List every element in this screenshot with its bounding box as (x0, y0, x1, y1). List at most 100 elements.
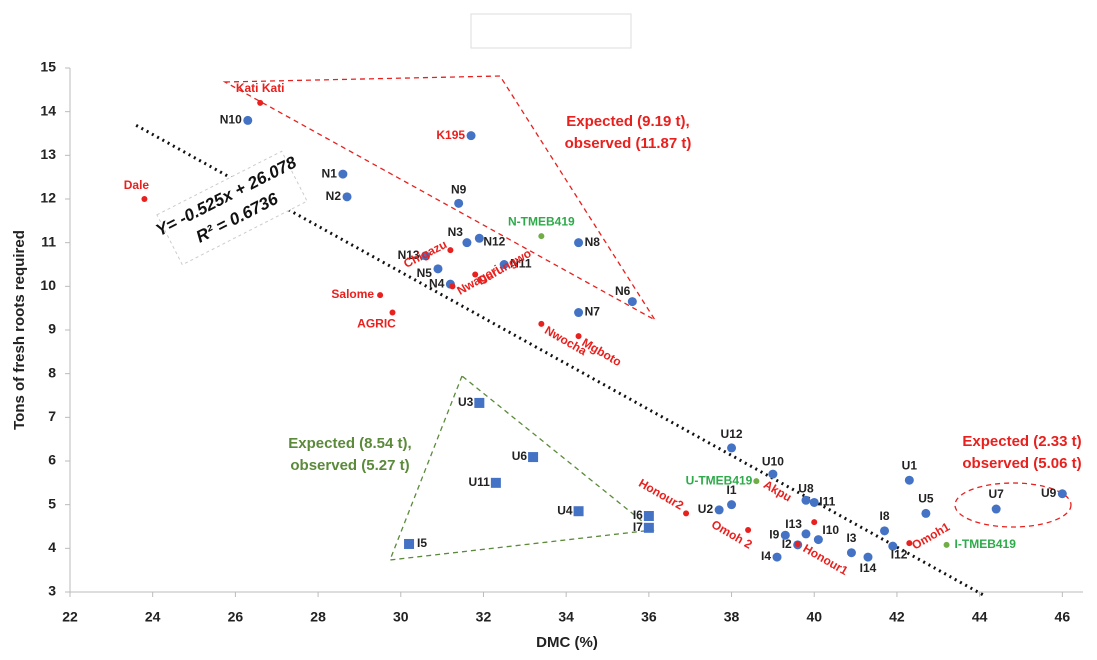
y-tick-label: 5 (48, 495, 56, 511)
point-label: N11 (510, 257, 532, 271)
x-tick-label: 30 (393, 609, 409, 625)
point (809, 497, 819, 507)
point-label: I2 (782, 537, 792, 551)
x-tick-label: 22 (62, 609, 78, 625)
point (421, 251, 431, 261)
point (454, 198, 464, 208)
point-label: U11 (469, 475, 491, 489)
annotation: observed (5.06 t) (962, 455, 1081, 472)
annotation: Expected (9.19 t), (566, 113, 689, 130)
point (1057, 489, 1067, 499)
point-label: Kati Kati (236, 81, 285, 95)
y-tick-label: 4 (48, 539, 56, 555)
point (499, 260, 509, 269)
point-label: N1 (322, 166, 338, 180)
point (906, 540, 913, 547)
x-tick-label: 34 (558, 609, 574, 625)
point-label: U8 (798, 481, 814, 495)
point (813, 535, 823, 545)
point-label: U9 (1041, 486, 1057, 500)
point-label: I-TMEB419 (955, 537, 1017, 551)
point (991, 504, 1001, 514)
point-label: I7 (633, 520, 643, 534)
point (490, 477, 501, 488)
point (575, 333, 582, 340)
point-label: Dale (124, 178, 150, 192)
point-label: N6 (615, 284, 631, 298)
x-tick-label: 32 (476, 609, 492, 625)
point-label: I1 (727, 483, 737, 497)
point (904, 475, 914, 485)
point-label: U5 (918, 492, 934, 506)
y-tick-label: 10 (40, 277, 56, 293)
point (811, 519, 818, 526)
point-label: I3 (846, 531, 856, 545)
point-label: N-TMEB419 (508, 214, 575, 228)
point-label: I5 (417, 536, 427, 550)
point-label: U4 (557, 503, 573, 517)
point-label: K195 (436, 128, 465, 142)
y-tick-label: 3 (48, 583, 56, 599)
point-label: I11 (819, 495, 835, 509)
point-label: U10 (762, 454, 784, 468)
y-tick-label: 8 (48, 364, 56, 380)
annotation: Expected (8.54 t), (288, 435, 411, 452)
x-tick-label: 46 (1055, 609, 1071, 625)
point-label: Honour2 (636, 476, 686, 513)
point (880, 526, 890, 536)
point (727, 500, 737, 510)
point (627, 297, 637, 307)
point (433, 264, 443, 274)
point (462, 238, 472, 248)
point (257, 99, 264, 106)
point (528, 452, 539, 463)
x-tick-label: 26 (228, 609, 244, 625)
point (447, 247, 454, 254)
point-label: U-TMEB419 (686, 473, 753, 487)
point (683, 510, 690, 517)
point (141, 196, 148, 202)
y-tick-label: 14 (40, 102, 56, 118)
region-triangle (389, 374, 655, 561)
point (780, 530, 790, 540)
point (801, 495, 811, 505)
x-tick-label: 38 (724, 609, 740, 625)
point-label: U6 (512, 449, 528, 463)
y-axis-title: Tons of fresh roots required (11, 230, 28, 430)
x-tick-label: 36 (641, 609, 657, 625)
point-label: U3 (458, 395, 474, 409)
point-label: I4 (761, 549, 771, 563)
y-tick-label: 15 (40, 59, 56, 75)
point-label: I10 (822, 523, 839, 537)
point-label: U7 (988, 487, 1004, 501)
point (921, 508, 931, 518)
annotation: observed (5.27 t) (290, 457, 409, 474)
point-label: N3 (448, 225, 464, 239)
point (338, 169, 348, 179)
point (538, 320, 545, 327)
point-label: Omoh 2 (709, 517, 755, 552)
point-label: N13 (398, 248, 420, 262)
y-tick-label: 13 (40, 146, 56, 162)
x-tick-label: 42 (889, 609, 905, 625)
point (389, 309, 396, 316)
annotation: Expected (2.33 t) (962, 433, 1081, 450)
x-tick-label: 44 (972, 609, 988, 625)
point-label: I6 (633, 508, 643, 522)
point (643, 522, 654, 533)
point-label: AGRIC (357, 317, 396, 331)
region-triangle (222, 75, 656, 321)
point (377, 292, 384, 299)
point-label: N8 (585, 235, 601, 249)
point (243, 115, 253, 125)
point-label: I8 (880, 509, 890, 523)
blank-box (470, 13, 632, 49)
point (404, 538, 415, 549)
point (474, 397, 485, 408)
y-tick-label: 6 (48, 452, 56, 468)
point (574, 308, 584, 318)
point (846, 548, 856, 558)
point (888, 541, 898, 551)
